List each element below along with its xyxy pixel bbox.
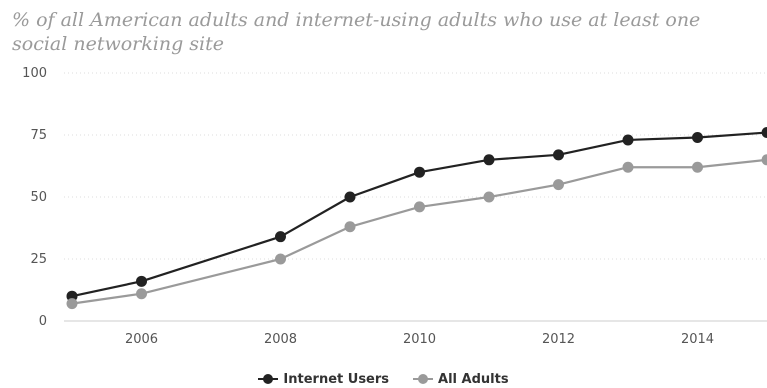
series-line (72, 133, 767, 297)
x-tick-label: 2010 (403, 332, 436, 347)
data-point (275, 254, 286, 265)
gridlines (64, 73, 767, 321)
legend: Internet Users All Adults (0, 370, 767, 388)
legend-item-all-adults: All Adults (413, 372, 509, 387)
y-tick-label: 75 (30, 128, 47, 143)
data-point (136, 288, 147, 299)
data-point (692, 162, 703, 173)
data-point (553, 179, 564, 190)
y-tick-label: 50 (30, 190, 47, 205)
y-tick-label: 25 (30, 252, 47, 267)
series-all-adults (67, 154, 767, 309)
data-point (623, 162, 634, 173)
data-point (345, 221, 356, 232)
data-point (692, 132, 703, 143)
x-tick-label: 2006 (125, 332, 158, 347)
internet-users-marker-icon (258, 373, 278, 385)
data-point (275, 231, 286, 242)
data-point (414, 201, 425, 212)
all-adults-marker-icon (413, 373, 433, 385)
series-layer (67, 127, 767, 309)
data-point (484, 154, 495, 165)
data-point (345, 192, 356, 203)
data-point (484, 192, 495, 203)
data-point (623, 134, 634, 145)
legend-item-internet-users: Internet Users (258, 372, 389, 387)
x-tick-label: 2012 (542, 332, 575, 347)
line-chart: 0 25 50 75 100 2006 2008 2010 2012 2014 (0, 0, 767, 370)
y-tick-label: 100 (22, 66, 47, 81)
data-point (762, 127, 767, 138)
x-axis-ticks: 2006 2008 2010 2012 2014 (125, 332, 714, 347)
data-point (762, 154, 767, 165)
series-line (72, 160, 767, 304)
x-tick-label: 2008 (264, 332, 297, 347)
data-point (553, 149, 564, 160)
data-point (136, 276, 147, 287)
y-tick-label: 0 (39, 314, 47, 329)
x-tick-label: 2014 (681, 332, 714, 347)
series-internet-users (67, 127, 767, 302)
y-axis-ticks: 0 25 50 75 100 (22, 66, 47, 329)
legend-label-internet-users: Internet Users (283, 372, 389, 387)
legend-label-all-adults: All Adults (438, 372, 509, 387)
data-point (414, 167, 425, 178)
data-point (67, 298, 78, 309)
